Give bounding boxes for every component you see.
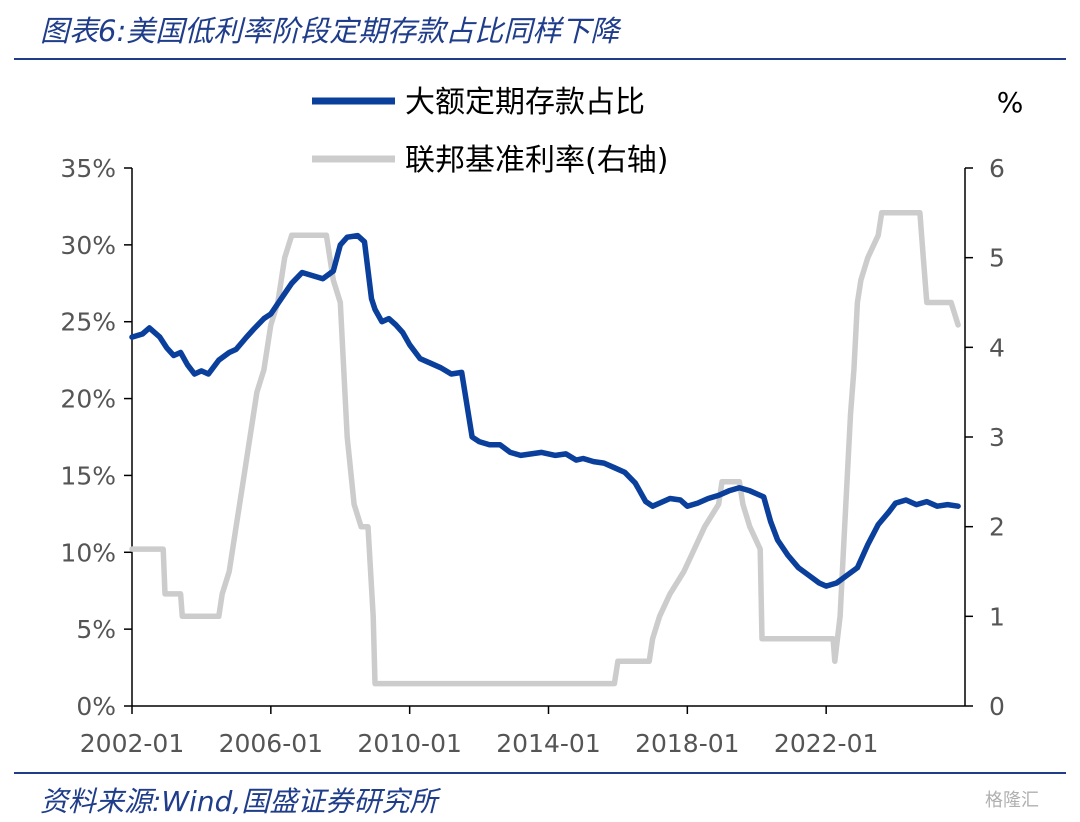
right-y-tick-label: 4 <box>989 333 1005 362</box>
left-y-tick-label: 5% <box>76 615 116 644</box>
plot-area <box>129 210 961 687</box>
chart-axes: 0% 5% 10% 15% 20% 25% 30% 35% 0 1 2 3 4 5 6 2002-01 2006… <box>60 154 1004 758</box>
source-note: 资料来源:Wind,国盛证券研究所 <box>40 785 438 818</box>
x-tick-label: 2022-01 <box>774 729 878 758</box>
right-y-tick-label: 0 <box>989 692 1005 721</box>
top-rule <box>14 58 1066 60</box>
page-title: 图表6:美国低利率阶段定期存款占比同样下降 <box>40 14 620 48</box>
x-tick-label: 2014-01 <box>496 729 600 758</box>
x-tick-label: 2006-01 <box>219 729 323 758</box>
right-y-tick-label: 6 <box>989 154 1005 183</box>
x-tick-label: 2018-01 <box>635 729 739 758</box>
series-line-deposit-share <box>129 232 961 589</box>
right-y-tick-label: 5 <box>989 244 1005 273</box>
bottom-rule <box>14 772 1066 774</box>
right-y-tick-label: 1 <box>989 602 1005 631</box>
left-y-tick-label: 10% <box>60 538 116 567</box>
right-y-tick-label: 2 <box>989 513 1005 542</box>
legend-label: 大额定期存款占比 <box>405 85 645 120</box>
x-tick-label: 2002-01 <box>80 729 184 758</box>
watermark-logo: 格隆汇 <box>985 790 1039 811</box>
x-tick-label: 2010-01 <box>357 729 461 758</box>
left-y-tick-label: 35% <box>60 154 116 183</box>
right-y-tick-label: 3 <box>989 423 1005 452</box>
left-y-tick-label: 0% <box>76 692 116 721</box>
left-y-tick-label: 15% <box>60 461 116 490</box>
left-y-tick-label: 30% <box>60 231 116 260</box>
left-y-tick-label: 25% <box>60 308 116 337</box>
series-line-fed-rate <box>129 210 961 687</box>
legend-label: 联邦基准利率(右轴) <box>405 143 668 178</box>
right-axis-unit: % <box>997 86 1024 119</box>
left-y-tick-label: 20% <box>60 385 116 414</box>
